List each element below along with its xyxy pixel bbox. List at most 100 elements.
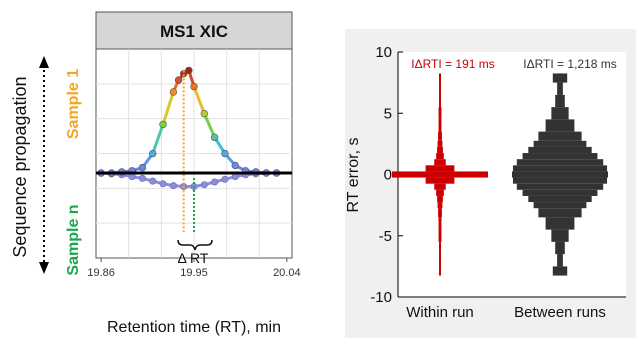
delta-brace <box>177 239 213 251</box>
sample-n-point <box>211 178 219 186</box>
violin-bin <box>438 229 442 242</box>
sample-1-segment <box>151 122 165 156</box>
violin-bin <box>439 241 441 255</box>
violin-bin <box>557 82 563 95</box>
xic-title: MS1 XIC <box>160 22 228 41</box>
sample-1-segment <box>202 112 217 139</box>
violin-bin <box>438 131 442 141</box>
arrow-down-icon <box>39 262 49 274</box>
delta-rt-label: Δ RT <box>178 250 209 266</box>
sample-n-label: Sample n <box>65 204 82 275</box>
violin-bin <box>439 82 441 95</box>
y-tick-label: -10 <box>370 289 392 306</box>
violin-bin <box>516 183 604 190</box>
violin-bin <box>434 183 446 190</box>
sample-1-segment <box>192 85 206 116</box>
violin-bin <box>552 73 568 83</box>
xic-x-tick-label: 19.95 <box>180 267 208 279</box>
violin-bin <box>438 119 442 132</box>
sample-n-point <box>159 180 167 188</box>
violin-bin <box>533 202 587 209</box>
violin-bin <box>425 165 455 172</box>
sample-1-point <box>174 76 183 84</box>
violin-bin <box>438 217 442 230</box>
xic-x-tick-label: 20.04 <box>273 267 301 279</box>
violin-bin <box>439 254 441 267</box>
violin-bin <box>425 177 455 184</box>
violin-bin <box>437 146 443 154</box>
violin-bin <box>437 195 443 203</box>
sample-1-label: Sample 1 <box>65 69 82 139</box>
xic-x-axis: 19.86 19.95 20.04 <box>87 258 301 279</box>
violin-between-runs <box>512 73 608 276</box>
violin-bin <box>522 153 598 160</box>
violin-bin <box>436 153 444 160</box>
delta-rt-annotation: IΔRTI = 191 ms <box>411 57 495 71</box>
violin-bin <box>439 266 441 276</box>
violin-bin <box>555 94 565 108</box>
sample-1-point <box>221 149 229 158</box>
xic-title-strip <box>95 11 293 50</box>
sample-1-segment <box>161 90 175 126</box>
y-tick-label: 0 <box>384 167 392 184</box>
violin-bin <box>438 107 442 120</box>
violin-bin <box>545 119 575 132</box>
violin-bin <box>437 140 443 147</box>
sample-1-point <box>231 161 239 170</box>
violin-bin <box>436 189 444 196</box>
annotations: IΔRTI = 191 ms IΔRTI = 1,218 ms <box>411 57 617 71</box>
violin-bin <box>545 217 575 230</box>
y-tick-label: 10 <box>375 44 392 61</box>
y-ticks: -10 -5 0 5 10 <box>370 44 403 306</box>
sequence-propagation-label: Sequence propagation <box>10 76 30 257</box>
violin-bin <box>512 165 608 172</box>
within-run-center-bar <box>404 172 476 177</box>
arrow-up-icon <box>39 56 49 68</box>
violin-bin <box>438 208 442 218</box>
violin-bin <box>551 107 569 120</box>
violin-bin <box>538 208 582 218</box>
xic-x-label: Retention time (RT), min <box>107 319 281 336</box>
sample-1-point <box>210 133 219 142</box>
violins <box>392 73 608 276</box>
sample-n-point <box>169 182 177 190</box>
sample-n-point <box>200 181 208 189</box>
sample-n-point <box>221 175 229 183</box>
violin-bin <box>552 266 568 276</box>
violin-bin <box>439 73 441 83</box>
category-label: Within run <box>406 304 474 321</box>
violin-bin <box>434 159 446 166</box>
violin-bin <box>512 171 608 178</box>
xic-x-tick-label: 19.86 <box>87 267 115 279</box>
violin-bin <box>512 177 608 184</box>
sample-1-point <box>159 120 167 129</box>
violin-bin <box>522 189 598 196</box>
sample-1-point <box>200 109 209 118</box>
violin-bin <box>437 202 443 209</box>
rt-error-y-label: RT error, s <box>345 138 362 213</box>
violin-bin <box>439 94 441 108</box>
sample-1-point <box>190 82 198 91</box>
y-tick-label: 5 <box>384 105 392 122</box>
violin-bin <box>516 159 604 166</box>
xic-panel: MS1 XIC 19.86 19.95 20.04 Δ RT Retention t… <box>10 11 301 336</box>
sample-1-point <box>138 163 147 172</box>
violin-bin <box>555 241 565 255</box>
sample-n-point <box>149 177 157 185</box>
violin-bin <box>533 140 587 147</box>
category-label: Between runs <box>514 304 606 321</box>
y-tick-label: -5 <box>379 228 392 245</box>
sample-n-point <box>138 174 146 182</box>
violin-bin <box>528 195 592 203</box>
violin-bin <box>538 131 582 141</box>
violin-bin <box>551 229 569 242</box>
sample-1-point <box>149 149 157 158</box>
sample-1-point <box>185 66 193 75</box>
rt-error-panel: -10 -5 0 5 10 IΔRTI = 191 ms IΔRTI = 1,218 ms… <box>345 29 636 338</box>
delta-rt-annotation: IΔRTI = 1,218 ms <box>523 57 617 71</box>
violin-bin <box>557 254 563 267</box>
category-labels: Within run Between runs <box>406 304 606 321</box>
violin-bin <box>528 146 592 154</box>
sample-1-point <box>169 88 178 96</box>
